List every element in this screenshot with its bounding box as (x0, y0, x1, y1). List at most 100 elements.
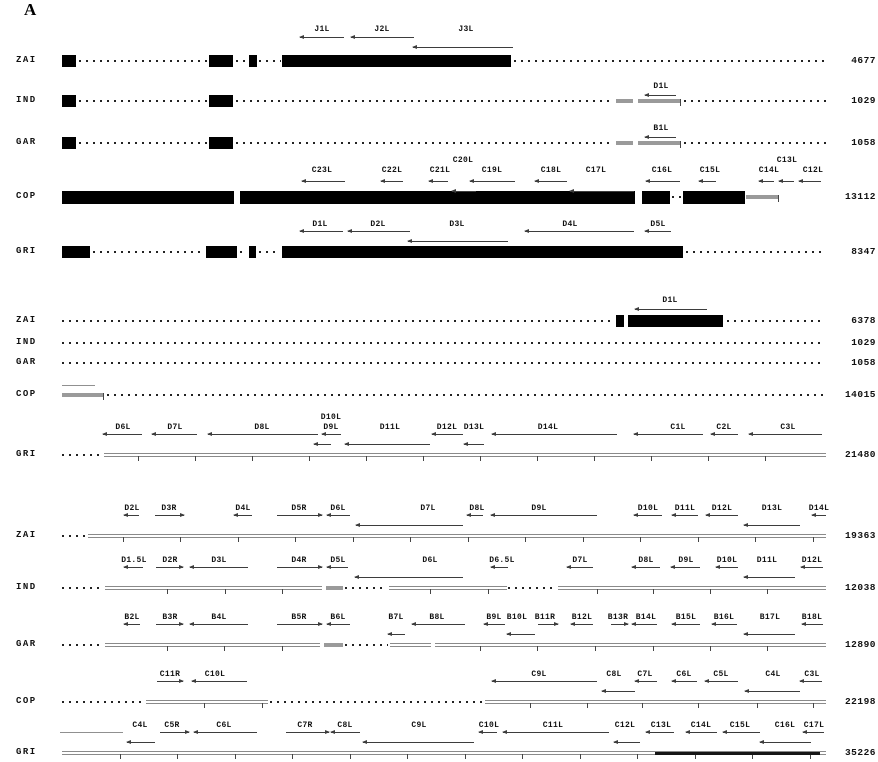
gene-label: C10L (204, 670, 226, 679)
arrowhead-icon (613, 740, 618, 744)
ruler-tick (252, 456, 253, 461)
gene-label: C12L (614, 721, 636, 730)
segment-black (62, 190, 234, 204)
arrowhead-icon (722, 730, 727, 734)
ruler-tick (262, 703, 263, 708)
segment-black (62, 246, 90, 258)
gene-arrow-line (470, 181, 515, 182)
gene-label: D4R (291, 556, 307, 565)
gene-arrow-left (478, 730, 497, 735)
gene-arrow-left (705, 513, 738, 518)
ruler-tick (755, 537, 756, 542)
segment-gray (638, 99, 680, 103)
gene-arrow-line (286, 732, 329, 733)
gene-label: C7L (637, 670, 653, 679)
gene-label: C12L (802, 166, 824, 175)
segment-track (105, 643, 320, 647)
arrowhead-icon (179, 679, 184, 683)
gene-arrow-line (745, 691, 800, 692)
gene-label: D6L (330, 504, 346, 513)
arrowhead-icon (189, 622, 194, 626)
arrowhead-icon (151, 432, 156, 436)
gene-arrow-left (350, 35, 414, 40)
arrowhead-icon (490, 513, 495, 517)
gene-arrow-left (102, 432, 142, 437)
gene-arrow-left (570, 622, 593, 627)
gene-label: C1L (670, 423, 686, 432)
gene-arrow-left (613, 740, 640, 745)
gene-label: D7L (572, 556, 588, 565)
gene-label: B10L (506, 613, 528, 622)
arrowhead-icon (407, 239, 412, 243)
gene-arrow-line (744, 634, 795, 635)
gene-label: D14L (808, 504, 830, 513)
ruler-tick (238, 537, 239, 542)
coordinate-value: 1029 (851, 337, 876, 348)
arrowhead-icon (670, 565, 675, 569)
gene-arrow-left (387, 632, 405, 637)
gene-arrow-left (123, 513, 139, 518)
gene-arrow-right (160, 730, 190, 735)
gene-arrow-line (801, 567, 823, 568)
gene-label: J2L (374, 25, 390, 34)
ruler-tick (653, 589, 654, 594)
segment-gray (326, 586, 343, 590)
gene-arrow-left (631, 565, 660, 570)
gene-arrow-line (327, 624, 350, 625)
arrowhead-icon (671, 513, 676, 517)
ruler-tick (138, 456, 139, 461)
ruler-tick (580, 754, 581, 759)
segment-track (558, 586, 826, 590)
segment-dots (259, 251, 280, 253)
arrowhead-icon (350, 35, 355, 39)
ruler-tick (120, 754, 121, 759)
strain-label: COP (16, 389, 37, 399)
gene-arrow-line (749, 434, 822, 435)
gene-label: D6.5L (489, 556, 515, 565)
gene-arrow-line (635, 681, 657, 682)
gene-arrow-left (644, 135, 676, 140)
gene-arrow-right (286, 730, 330, 735)
gene-label: D8L (469, 504, 485, 513)
ruler-tick (767, 589, 768, 594)
gene-arrow-line (192, 681, 247, 682)
gene-arrow-line (327, 567, 348, 568)
gene-arrow-left (698, 179, 716, 184)
segment-track (104, 453, 826, 457)
gene-arrow-left (502, 730, 609, 735)
segment-black (683, 190, 745, 204)
gene-arrow-line (611, 624, 628, 625)
gene-label: D9L (323, 423, 339, 432)
strain-label: COP (16, 696, 37, 706)
gene-arrow-line (300, 37, 344, 38)
gene-arrow-line (127, 742, 155, 743)
ruler-tick (597, 589, 598, 594)
gene-arrow-left (463, 442, 484, 447)
gene-arrow-left (469, 179, 515, 184)
ruler-tick (710, 589, 711, 594)
segment-dots (686, 251, 826, 253)
gene-label: D2L (370, 220, 386, 229)
arrowhead-icon (330, 730, 335, 734)
gene-arrow-line (800, 681, 822, 682)
gene-arrow-line (155, 515, 184, 516)
arrowhead-icon (645, 730, 650, 734)
gene-arrow-line (760, 742, 811, 743)
gene-arrow-left (534, 179, 567, 184)
gene-arrow-line (507, 634, 535, 635)
strain-label: COP (16, 191, 37, 201)
gene-arrow-left (631, 622, 657, 627)
gene-arrow-left (407, 239, 508, 244)
gene-arrow-left (490, 565, 508, 570)
gene-arrow-left (326, 513, 350, 518)
segment-line (62, 385, 95, 386)
segment-black (62, 55, 76, 67)
gene-arrow-line (412, 624, 465, 625)
segment-dots (62, 701, 144, 703)
arrowhead-icon (534, 179, 539, 183)
segment-dots (259, 60, 281, 62)
segment-black (62, 137, 76, 149)
gene-label: B7L (388, 613, 404, 622)
arrowhead-icon (778, 179, 783, 183)
